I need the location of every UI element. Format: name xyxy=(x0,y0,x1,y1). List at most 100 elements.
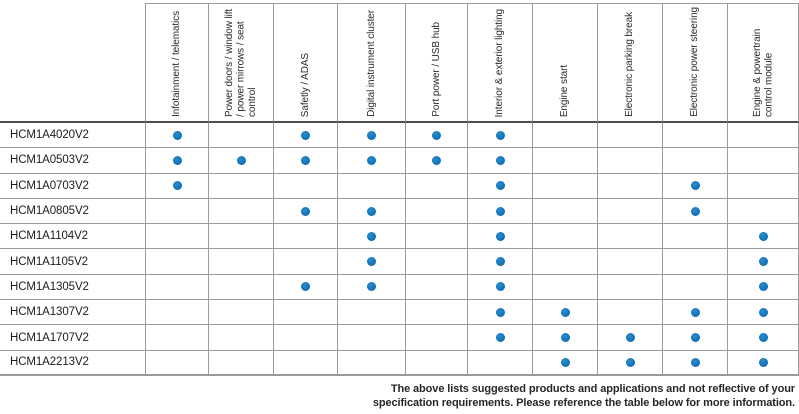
mark-cell xyxy=(662,224,727,250)
column-header: Safetly / ADAS xyxy=(273,3,337,123)
mark-cell xyxy=(405,350,467,376)
mark-cell xyxy=(145,249,208,275)
application-dot xyxy=(690,181,700,191)
mark-cell xyxy=(597,148,662,174)
application-dot xyxy=(560,307,570,317)
mark-cell xyxy=(208,198,273,225)
part-number-label: HCM1A0703V2 xyxy=(0,174,145,199)
mark-cell xyxy=(273,148,337,174)
mark-cell xyxy=(597,249,662,275)
mark-cell xyxy=(208,350,273,376)
part-number-label: HCM1A2213V2 xyxy=(0,351,145,376)
mark-cell xyxy=(405,224,467,250)
mark-cell xyxy=(467,173,532,199)
mark-cell xyxy=(727,325,799,351)
mark-cell xyxy=(532,325,597,351)
corner-cell xyxy=(0,3,145,123)
column-header: Interior & exterior lighting xyxy=(467,3,532,123)
mark-cell xyxy=(532,148,597,174)
application-dot xyxy=(236,155,246,165)
application-dot xyxy=(758,357,768,367)
mark-cell xyxy=(337,325,405,351)
mark-cell xyxy=(405,173,467,199)
column-header: Infotainment / telematics xyxy=(145,3,208,123)
column-header-label: Electronic power steering xyxy=(689,7,701,117)
mark-cell xyxy=(662,274,727,301)
part-number-label: HCM1A1307V2 xyxy=(0,300,145,326)
mark-cell xyxy=(273,198,337,225)
mark-cell xyxy=(532,350,597,376)
mark-cell xyxy=(532,173,597,199)
application-dot xyxy=(367,282,376,292)
mark-cell xyxy=(662,148,727,174)
mark-cell xyxy=(467,249,532,275)
mark-cell xyxy=(405,300,467,326)
column-header-label: Power doors / window lift / power mirrow… xyxy=(223,8,258,117)
column-header-label: Infotainment / telematics xyxy=(171,11,183,117)
column-header-label: Port power / USB hub xyxy=(430,22,442,117)
mark-cell xyxy=(532,249,597,275)
application-dot xyxy=(758,282,768,292)
part-number-label: HCM1A1707V2 xyxy=(0,325,145,351)
mark-cell xyxy=(337,198,405,225)
footnote-text: The above lists suggested products and a… xyxy=(372,383,795,409)
part-number-label: HCM1A1104V2 xyxy=(0,224,145,250)
column-header: Power doors / window lift / power mirrow… xyxy=(208,3,273,123)
part-number-label: HCM1A4020V2 xyxy=(0,123,145,149)
footnote: The above lists suggested products and a… xyxy=(365,383,795,410)
mark-cell xyxy=(337,173,405,199)
column-header: Digital instrument cluster xyxy=(337,3,405,123)
mark-cell xyxy=(467,123,532,149)
mark-cell xyxy=(273,274,337,301)
application-dot xyxy=(367,155,376,165)
mark-cell xyxy=(727,224,799,250)
column-header-label: Engine & powertrain control module xyxy=(751,28,775,117)
mark-cell xyxy=(273,300,337,326)
mark-cell xyxy=(145,224,208,250)
column-header: Electronic parking break xyxy=(597,3,662,123)
mark-cell xyxy=(337,350,405,376)
application-dot xyxy=(367,231,376,241)
part-number-label: HCM1A0503V2 xyxy=(0,148,145,174)
mark-cell xyxy=(532,274,597,301)
mark-cell xyxy=(727,198,799,225)
mark-cell xyxy=(467,274,532,301)
mark-cell xyxy=(405,123,467,149)
mark-cell xyxy=(727,148,799,174)
mark-cell xyxy=(597,325,662,351)
application-dot xyxy=(690,307,700,317)
mark-cell xyxy=(597,173,662,199)
mark-cell xyxy=(405,198,467,225)
mark-cell xyxy=(662,123,727,149)
mark-cell xyxy=(727,350,799,376)
application-dot xyxy=(495,257,505,267)
application-dot xyxy=(301,155,310,165)
application-dot xyxy=(172,181,182,191)
application-dot xyxy=(495,206,505,216)
column-header-label: Engine start xyxy=(559,64,571,117)
mark-cell xyxy=(532,300,597,326)
application-dot xyxy=(495,231,505,241)
column-header: Engine start xyxy=(532,3,597,123)
mark-cell xyxy=(405,249,467,275)
mark-cell xyxy=(145,274,208,301)
mark-cell xyxy=(145,300,208,326)
mark-cell xyxy=(145,173,208,199)
mark-cell xyxy=(145,350,208,376)
mark-cell xyxy=(662,350,727,376)
mark-cell xyxy=(597,350,662,376)
application-dot xyxy=(560,357,570,367)
application-dot xyxy=(495,282,505,292)
application-dot xyxy=(758,333,768,343)
mark-cell xyxy=(145,198,208,225)
mark-cell xyxy=(337,249,405,275)
mark-cell xyxy=(727,274,799,301)
mark-cell xyxy=(273,325,337,351)
mark-cell xyxy=(597,300,662,326)
mark-cell xyxy=(467,224,532,250)
mark-cell xyxy=(662,300,727,326)
mark-cell xyxy=(273,249,337,275)
mark-cell xyxy=(273,123,337,149)
mark-cell xyxy=(145,123,208,149)
